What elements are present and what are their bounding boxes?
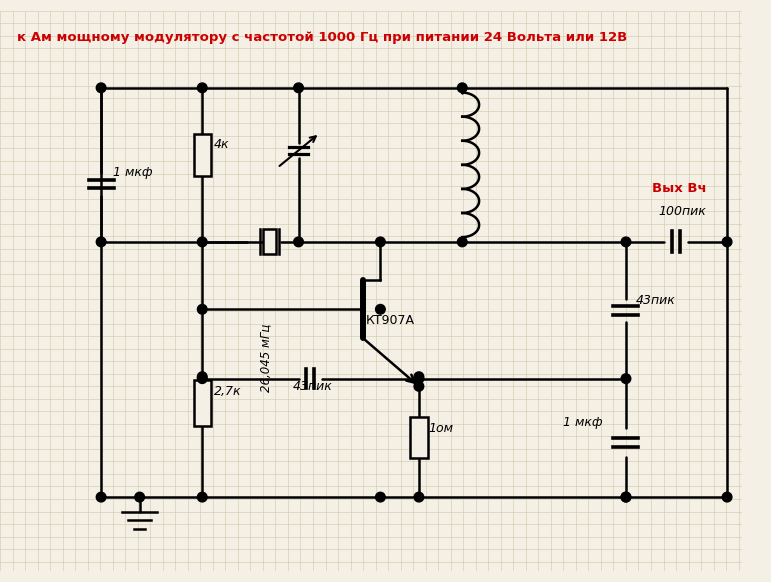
Circle shape	[135, 492, 144, 502]
Bar	[194, 134, 211, 176]
Text: 43пик: 43пик	[635, 294, 675, 307]
Bar	[263, 229, 276, 254]
Text: 1 мкф: 1 мкф	[564, 416, 603, 429]
Circle shape	[621, 374, 631, 384]
Circle shape	[197, 492, 207, 502]
Circle shape	[294, 237, 303, 247]
Text: 1 мкф: 1 мкф	[113, 166, 153, 179]
Circle shape	[375, 237, 386, 247]
Bar	[194, 379, 211, 426]
Circle shape	[414, 372, 424, 382]
Circle shape	[375, 492, 386, 502]
Circle shape	[96, 83, 106, 93]
Text: к Ам мощному модулятору с частотой 1000 Гц при питании 24 Вольта или 12В: к Ам мощному модулятору с частотой 1000 …	[17, 31, 628, 44]
Circle shape	[197, 304, 207, 314]
Circle shape	[96, 237, 106, 247]
Circle shape	[621, 237, 631, 247]
Text: 43пик: 43пик	[293, 380, 332, 393]
Text: 1ом: 1ом	[429, 421, 453, 435]
Circle shape	[457, 83, 467, 93]
Bar	[410, 417, 428, 457]
Text: КТ907А: КТ907А	[366, 314, 415, 327]
Circle shape	[722, 237, 732, 247]
Circle shape	[197, 372, 207, 382]
Circle shape	[621, 492, 631, 502]
Circle shape	[197, 83, 207, 93]
Circle shape	[294, 83, 303, 93]
Circle shape	[621, 492, 631, 502]
Circle shape	[414, 382, 424, 391]
Circle shape	[197, 374, 207, 384]
Text: Вых Вч: Вых Вч	[652, 182, 706, 195]
Text: 4к: 4к	[214, 137, 229, 151]
Circle shape	[414, 492, 424, 502]
Text: 2,7к: 2,7к	[214, 385, 241, 398]
Circle shape	[197, 237, 207, 247]
Text: 26,045 мГц: 26,045 мГц	[259, 324, 272, 392]
Circle shape	[375, 304, 386, 314]
Circle shape	[96, 492, 106, 502]
Circle shape	[414, 374, 424, 384]
Text: 100пик: 100пик	[658, 205, 706, 218]
Circle shape	[722, 492, 732, 502]
Circle shape	[457, 237, 467, 247]
